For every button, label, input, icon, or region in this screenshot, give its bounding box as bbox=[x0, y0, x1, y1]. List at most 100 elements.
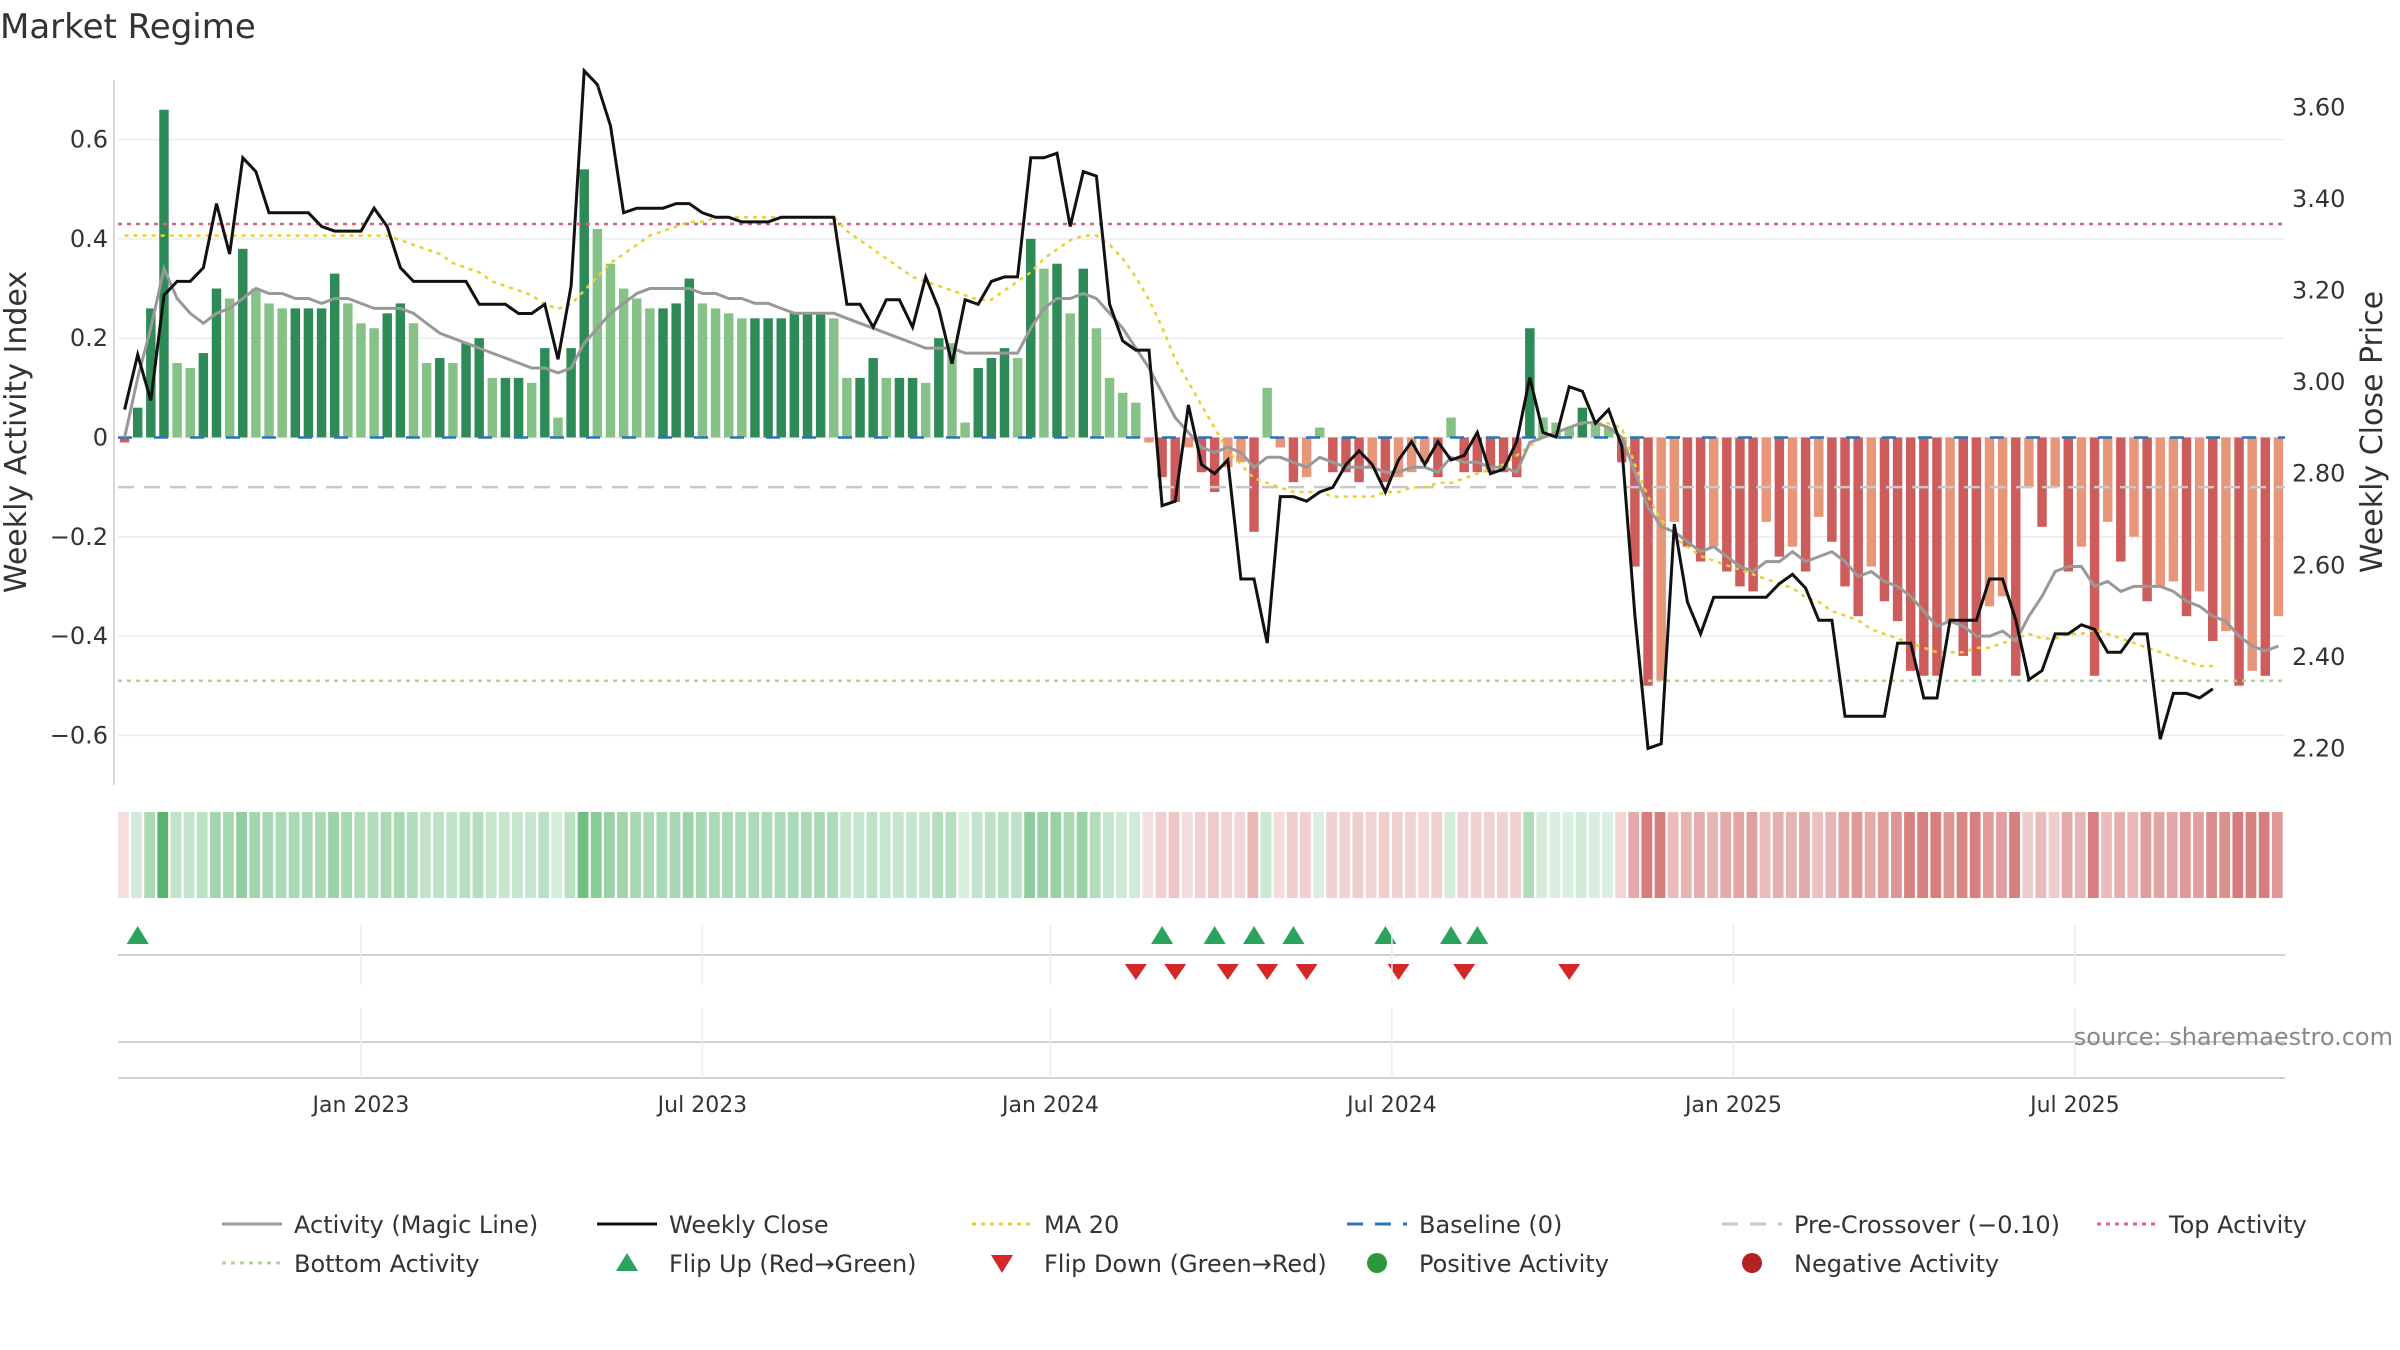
activity-bar bbox=[2011, 437, 2021, 676]
activity-bar bbox=[605, 263, 616, 438]
legend-swatch bbox=[1742, 1253, 1762, 1273]
x-tick-label: Jan 2025 bbox=[1683, 1093, 1782, 1118]
regime-strip-cell bbox=[1864, 812, 1876, 898]
activity-bar bbox=[710, 308, 721, 438]
activity-bar bbox=[2142, 437, 2152, 602]
activity-bar bbox=[618, 288, 629, 438]
y-tick-label-right: 3.00 bbox=[2292, 368, 2345, 396]
regime-strip-cell bbox=[498, 812, 510, 898]
activity-bar bbox=[1840, 437, 1850, 587]
flip-up-marker bbox=[126, 926, 149, 944]
activity-bar bbox=[1656, 437, 1666, 681]
regime-strip-cell bbox=[2193, 812, 2204, 898]
activity-bar bbox=[920, 382, 931, 438]
regime-strip-cell bbox=[420, 812, 431, 898]
regime-strip-cell bbox=[1904, 812, 1915, 898]
regime-strip-cell bbox=[630, 812, 641, 898]
regime-strip-cell bbox=[892, 812, 904, 898]
activity-bar bbox=[1984, 437, 1995, 607]
regime-strip-cell bbox=[1339, 812, 1351, 898]
activity-bar bbox=[1196, 437, 1207, 473]
activity-bar bbox=[1498, 437, 1509, 473]
activity-bar bbox=[2194, 437, 2205, 592]
activity-bar bbox=[316, 308, 327, 438]
activity-bar bbox=[2168, 437, 2179, 582]
activity-bar bbox=[290, 308, 301, 438]
activity-bar bbox=[1367, 437, 1377, 468]
regime-strip-cell bbox=[406, 812, 418, 898]
activity-bar bbox=[960, 422, 970, 438]
y-tick-label-right: 3.20 bbox=[2292, 277, 2345, 305]
activity-bar bbox=[1735, 437, 1745, 587]
regime-strip-cell bbox=[735, 812, 747, 898]
regime-strip-cell bbox=[1352, 812, 1364, 898]
y-tick-label-left: 0.2 bbox=[70, 324, 108, 352]
flip-down-marker bbox=[1256, 964, 1279, 980]
regime-strip-cell bbox=[1313, 812, 1324, 898]
regime-strip-cell bbox=[380, 812, 392, 898]
activity-bar bbox=[1420, 437, 1430, 463]
legend-item: Bottom Activity bbox=[222, 1250, 479, 1278]
regime-strip-cell bbox=[1746, 812, 1758, 898]
regime-strip-cell bbox=[2127, 812, 2139, 898]
flip-up-marker bbox=[1466, 926, 1489, 944]
activity-bar bbox=[1433, 437, 1443, 478]
regime-strip-cell bbox=[2140, 812, 2152, 898]
regime-strip-cell bbox=[984, 812, 996, 898]
activity-bar bbox=[1104, 377, 1115, 438]
activity-bar bbox=[1643, 437, 1653, 686]
flip-down-marker bbox=[1295, 964, 1318, 980]
regime-strip-cell bbox=[997, 812, 1009, 898]
flip-up-marker bbox=[1282, 926, 1305, 944]
regime-strip-cell bbox=[1943, 812, 1955, 898]
activity-bar bbox=[671, 303, 681, 438]
activity-bar bbox=[1669, 437, 1680, 522]
activity-bar bbox=[1827, 437, 1837, 542]
activity-bar bbox=[224, 298, 235, 438]
regime-strip-cell bbox=[1996, 812, 2007, 898]
activity-bar bbox=[540, 348, 550, 438]
activity-bar bbox=[1800, 437, 1811, 572]
activity-bar bbox=[1157, 437, 1167, 478]
y-tick-label-right: 2.80 bbox=[2292, 460, 2345, 488]
flip-up-marker bbox=[1374, 926, 1397, 944]
activity-bar bbox=[894, 377, 905, 438]
activity-bar bbox=[1183, 437, 1194, 448]
regime-strip-cell bbox=[1917, 812, 1929, 898]
regime-strip bbox=[118, 812, 2283, 898]
regime-strip-cell bbox=[144, 812, 156, 898]
activity-bar bbox=[1708, 437, 1719, 547]
regime-strip-cell bbox=[1444, 812, 1456, 898]
regime-strip-cell bbox=[932, 812, 944, 898]
regime-strip-cell bbox=[1273, 812, 1285, 898]
activity-bar bbox=[2247, 437, 2257, 671]
regime-strip-cell bbox=[1575, 812, 1587, 898]
x-tick-label: Jul 2023 bbox=[656, 1093, 748, 1118]
regime-strip-cell bbox=[800, 812, 812, 898]
reference-lines bbox=[118, 222, 2285, 682]
axes: 0.6 0.4 0.2 0 −0.2 −0.4 −0.6 3.60 3.40 3.20 3.00 2.… bbox=[50, 80, 2345, 785]
activity-bar bbox=[526, 382, 537, 438]
regime-strip-cell bbox=[1680, 812, 1692, 898]
series-lines bbox=[123, 67, 2279, 751]
source-credit: source: sharemaestro.com bbox=[2074, 1023, 2393, 1051]
regime-strip-cell bbox=[196, 812, 208, 898]
regime-strip-cell bbox=[1168, 812, 1180, 898]
regime-strip-cell bbox=[2271, 812, 2283, 898]
regime-strip-cell bbox=[2206, 812, 2217, 898]
regime-strip-cell bbox=[1838, 812, 1850, 898]
regime-strip-cell bbox=[1024, 812, 1035, 898]
legend-label: Top Activity bbox=[2168, 1211, 2307, 1239]
activity-bar bbox=[1288, 437, 1299, 483]
regime-strip-cell bbox=[971, 812, 983, 898]
chart-title: Market Regime bbox=[0, 7, 256, 47]
activity-bar bbox=[382, 313, 392, 438]
regime-strip-cell bbox=[433, 812, 444, 898]
regime-strip-cell bbox=[485, 812, 497, 898]
activity-bar bbox=[132, 407, 143, 438]
regime-strip-cell bbox=[2074, 812, 2086, 898]
regime-strip-cell bbox=[1326, 812, 1338, 898]
activity-bar bbox=[2063, 437, 2074, 572]
activity-bar bbox=[303, 308, 314, 438]
